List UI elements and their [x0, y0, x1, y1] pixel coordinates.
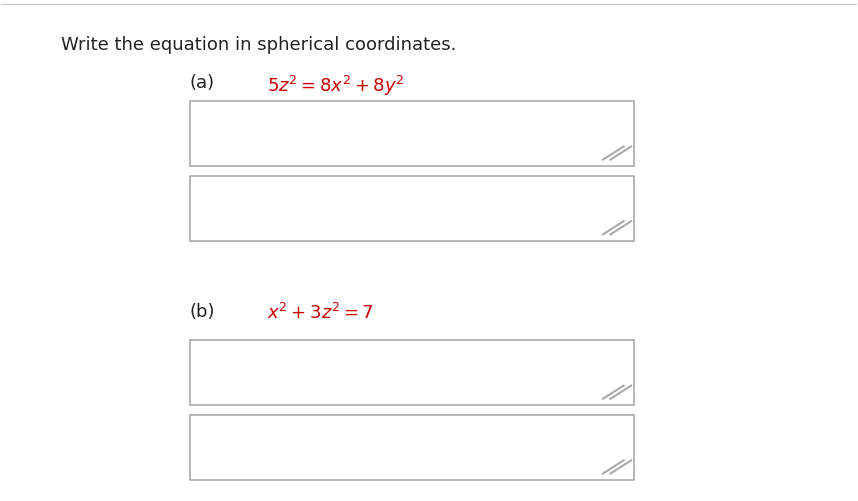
FancyBboxPatch shape [190, 176, 634, 240]
Text: Write the equation in spherical coordinates.: Write the equation in spherical coordina… [61, 36, 456, 54]
Text: (b): (b) [190, 303, 215, 321]
FancyBboxPatch shape [190, 101, 634, 166]
FancyBboxPatch shape [190, 415, 634, 479]
Text: (a): (a) [190, 74, 214, 92]
FancyBboxPatch shape [190, 340, 634, 405]
Text: $5z^2 = 8x^2 + 8y^2$: $5z^2 = 8x^2 + 8y^2$ [267, 74, 404, 98]
Text: $x^2 + 3z^2 = 7$: $x^2 + 3z^2 = 7$ [267, 303, 373, 323]
